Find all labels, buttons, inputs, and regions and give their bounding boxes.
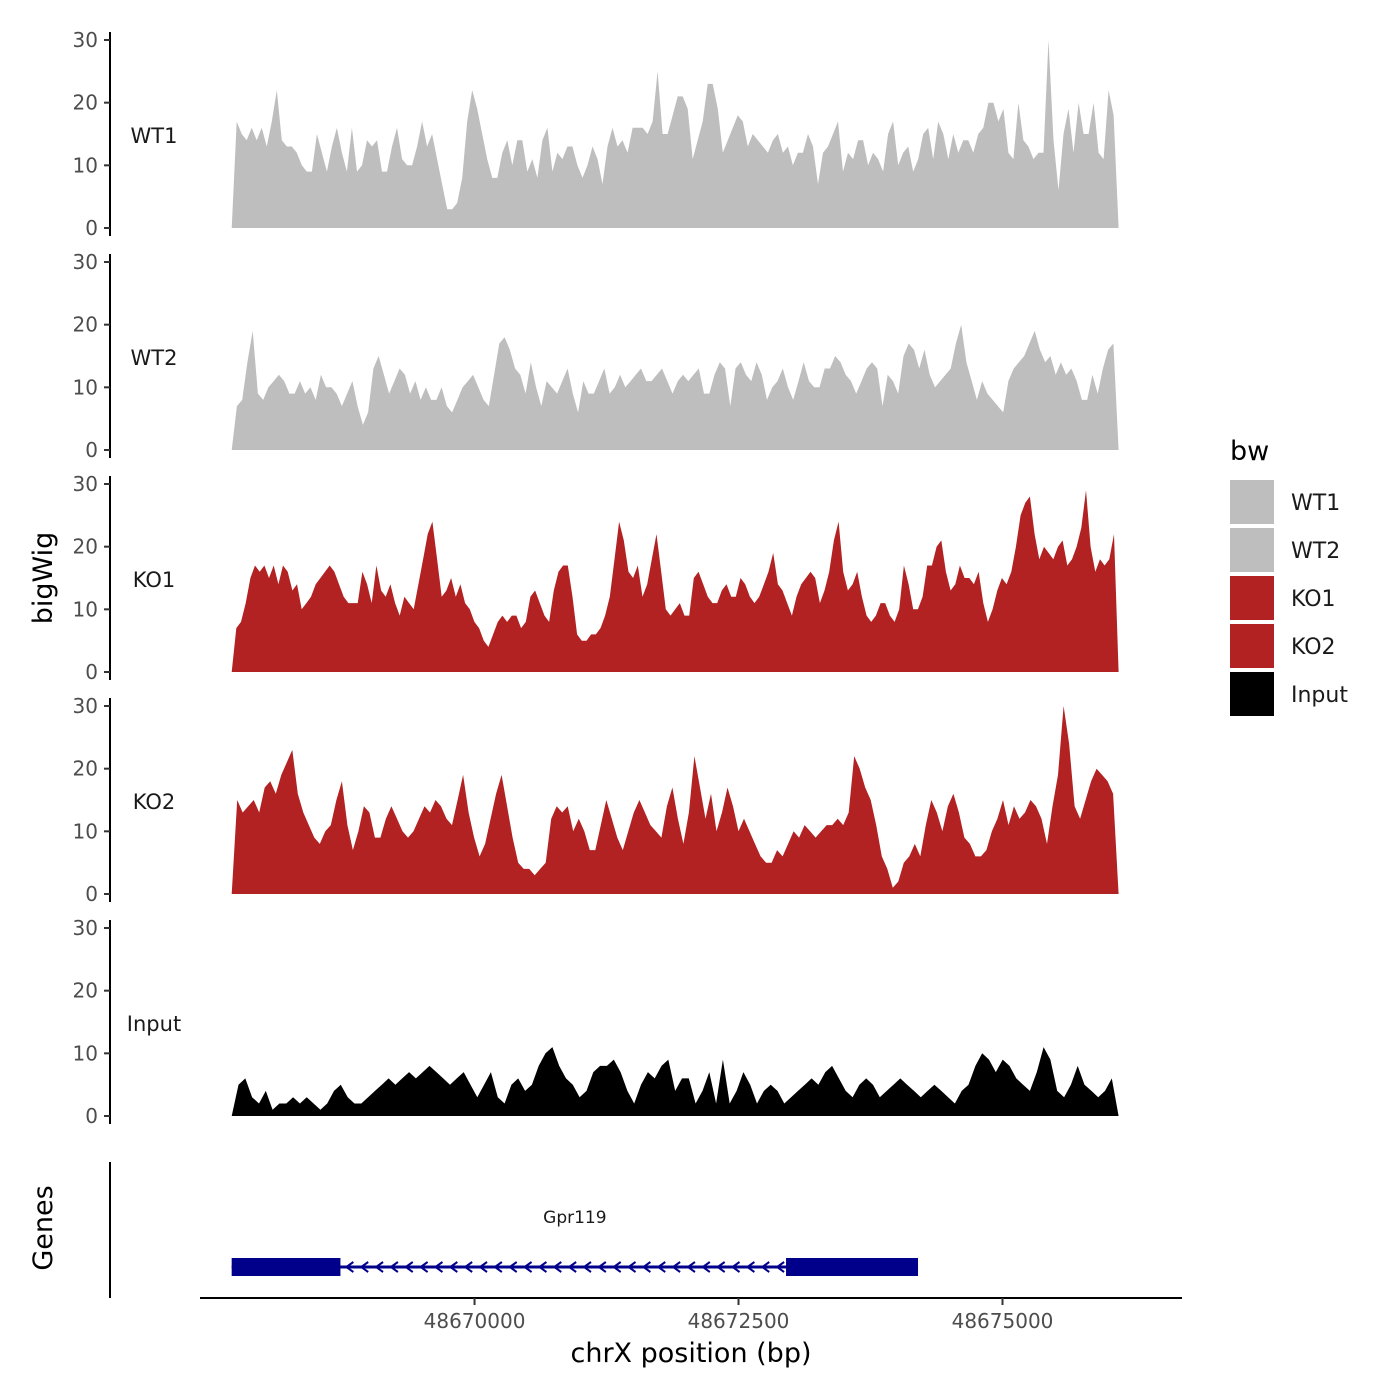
track-label: KO1 — [133, 568, 176, 592]
track-ko1: 0 10 20 30 KO1 — [73, 472, 1119, 684]
legend-key-ko1 — [1230, 576, 1274, 620]
strand-arrow — [404, 1261, 414, 1273]
strand-arrow — [641, 1261, 651, 1273]
legend-title: bw — [1230, 436, 1269, 467]
x-axis: 48670000 48672500 48675000 — [200, 1297, 1182, 1333]
y-axis-title: bigWig — [28, 532, 59, 625]
y-tick-label: 0 — [85, 438, 98, 462]
y-tick-label: 0 — [85, 882, 98, 906]
y-tick-label: 30 — [73, 250, 98, 274]
y-tick-label: 20 — [73, 535, 98, 559]
strand-arrow — [522, 1261, 533, 1273]
y-tick-label: 10 — [73, 1041, 98, 1065]
gene-track — [231, 1258, 919, 1276]
strand-arrow — [656, 1261, 666, 1273]
strand-arrow — [463, 1261, 473, 1273]
y-tick-label: 20 — [73, 313, 98, 337]
y-tick-label: 0 — [85, 660, 98, 684]
gene-panel: Gpr119 — [109, 1162, 919, 1298]
strand-arrow — [582, 1261, 592, 1273]
legend-label: WT2 — [1291, 539, 1340, 564]
y-tick-label: 0 — [85, 1104, 98, 1128]
legend-key-input — [1230, 672, 1274, 716]
y-tick-label: 20 — [73, 757, 98, 781]
legend-label: KO1 — [1291, 587, 1336, 612]
track-label: Input — [127, 1012, 181, 1036]
y-tick-label: 20 — [73, 91, 98, 115]
strand-arrow — [730, 1261, 741, 1273]
x-tick-label: 48670000 — [424, 1309, 526, 1333]
strand-arrow — [611, 1261, 622, 1273]
strand-arrow — [448, 1261, 458, 1273]
legend-key-ko2 — [1230, 624, 1274, 668]
strand-arrow — [478, 1261, 488, 1273]
track-ko2: 0 10 20 30 KO2 — [73, 694, 1119, 906]
track-label: WT2 — [131, 346, 178, 370]
y-tick-label: 20 — [73, 979, 98, 1003]
legend-key-wt1 — [1230, 480, 1274, 524]
legend-label: KO2 — [1291, 635, 1336, 660]
track-label: KO2 — [133, 790, 176, 814]
strand-arrow — [567, 1261, 577, 1273]
track-wt2: 0 10 20 30 WT2 — [73, 250, 1119, 462]
y-tick-label: 10 — [73, 597, 98, 621]
strand-arrow — [686, 1261, 696, 1273]
coverage-area-ko2 — [231, 706, 1119, 894]
x-tick-label: 48675000 — [952, 1309, 1054, 1333]
strand-arrow — [715, 1261, 726, 1273]
y-tick-label: 10 — [73, 819, 98, 843]
legend-label: Input — [1291, 683, 1348, 708]
legend-label: WT1 — [1291, 491, 1340, 516]
x-tick-label: 48672500 — [688, 1309, 790, 1333]
y-tick-label: 0 — [85, 216, 98, 240]
y-tick-label: 30 — [73, 472, 98, 496]
y-tick-label: 30 — [73, 694, 98, 718]
genes-axis-title: Genes — [28, 1185, 59, 1270]
strand-arrow — [701, 1261, 711, 1273]
strand-arrow — [552, 1261, 562, 1273]
strand-arrow — [537, 1261, 548, 1273]
strand-arrow — [418, 1261, 429, 1273]
gene-exon — [786, 1258, 919, 1276]
strand-arrow — [493, 1261, 503, 1273]
strand-arrow — [775, 1261, 785, 1273]
track-label: WT1 — [131, 124, 178, 148]
track-input: 0 10 20 30 Input — [73, 916, 1119, 1128]
coverage-area-ko1 — [231, 490, 1119, 672]
coverage-area-wt2 — [231, 324, 1119, 450]
strand-arrow — [745, 1261, 755, 1273]
strand-arrow — [760, 1261, 770, 1273]
track-wt1: 0 10 20 30 WT1 — [73, 28, 1119, 240]
y-tick-label: 10 — [73, 153, 98, 177]
y-tick-label: 30 — [73, 28, 98, 52]
strand-arrow — [389, 1261, 399, 1273]
x-axis-title: chrX position (bp) — [570, 1338, 811, 1369]
strand-arrow — [344, 1261, 354, 1273]
strand-arrow — [433, 1261, 444, 1273]
strand-arrow — [508, 1261, 518, 1273]
strand-arrow — [374, 1261, 384, 1273]
gene-name-label: Gpr119 — [543, 1208, 606, 1228]
legend: bw WT1 WT2 KO1 KO2 Input — [1230, 436, 1348, 716]
coverage-area-input — [231, 1047, 1119, 1116]
strand-arrow — [671, 1261, 681, 1273]
coverage-area-wt1 — [231, 40, 1119, 228]
strand-arrow — [597, 1261, 607, 1273]
strand-arrow — [359, 1261, 369, 1273]
y-tick-label: 30 — [73, 916, 98, 940]
legend-key-wt2 — [1230, 528, 1274, 572]
gene-exon — [231, 1258, 341, 1276]
strand-arrow — [626, 1261, 637, 1273]
tracks-group: 0 10 20 30 WT1 0 10 20 30 WT2 0 10 20 30 KO1 0 10 20 30 KO2… — [73, 28, 1119, 1128]
y-tick-label: 10 — [73, 375, 98, 399]
